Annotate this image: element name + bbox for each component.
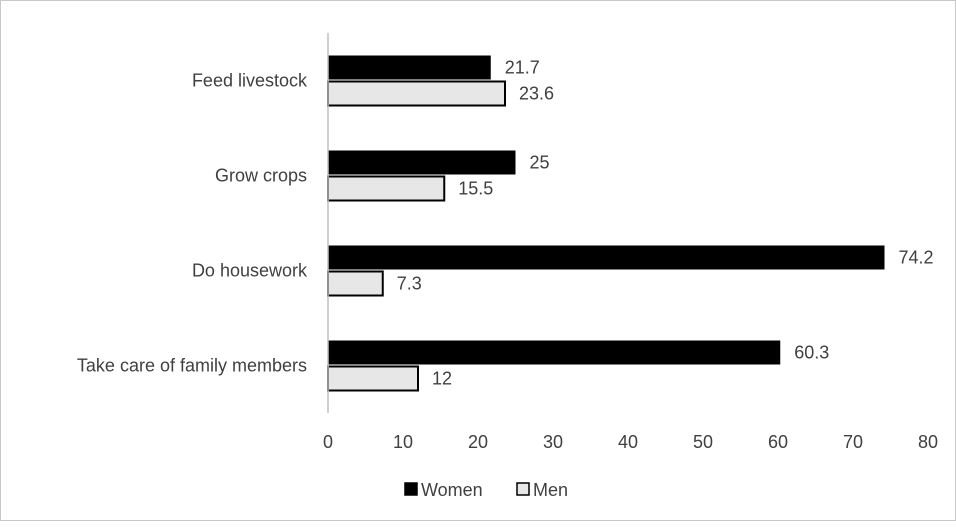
- category-label: Take care of family members: [77, 356, 307, 376]
- x-tick-label: 70: [843, 432, 863, 452]
- x-tick-label: 0: [323, 432, 333, 452]
- bar-men: [327, 365, 419, 392]
- bar-men: [327, 175, 446, 202]
- legend-swatch-women: [404, 482, 418, 496]
- legend-swatch-men: [516, 482, 530, 496]
- x-tick-label: 50: [693, 432, 713, 452]
- category-label: Grow crops: [215, 166, 307, 186]
- x-tick-label: 30: [543, 432, 563, 452]
- bar-women: [328, 150, 516, 175]
- x-tick-label: 40: [618, 432, 638, 452]
- bar-women: [328, 55, 491, 80]
- bar-men: [327, 270, 384, 297]
- x-tick-label: 20: [468, 432, 488, 452]
- category-label: Do housework: [192, 261, 308, 281]
- data-label: 74.2: [899, 248, 934, 268]
- data-label: 21.7: [505, 58, 540, 78]
- data-label: 60.3: [794, 343, 829, 363]
- x-tick-label: 10: [393, 432, 413, 452]
- x-tick-label: 60: [768, 432, 788, 452]
- bar-men: [327, 80, 506, 107]
- legend-label: Men: [533, 480, 568, 500]
- legend-label: Women: [421, 480, 483, 500]
- data-label: 7.3: [397, 274, 422, 294]
- bar-women: [328, 245, 885, 270]
- x-tick-label: 80: [918, 432, 938, 452]
- bar-women: [328, 340, 781, 365]
- data-label: 25: [530, 153, 550, 173]
- data-label: 23.6: [519, 84, 554, 104]
- data-label: 15.5: [458, 179, 493, 199]
- category-label: Feed livestock: [192, 71, 308, 91]
- data-label: 12: [432, 369, 452, 389]
